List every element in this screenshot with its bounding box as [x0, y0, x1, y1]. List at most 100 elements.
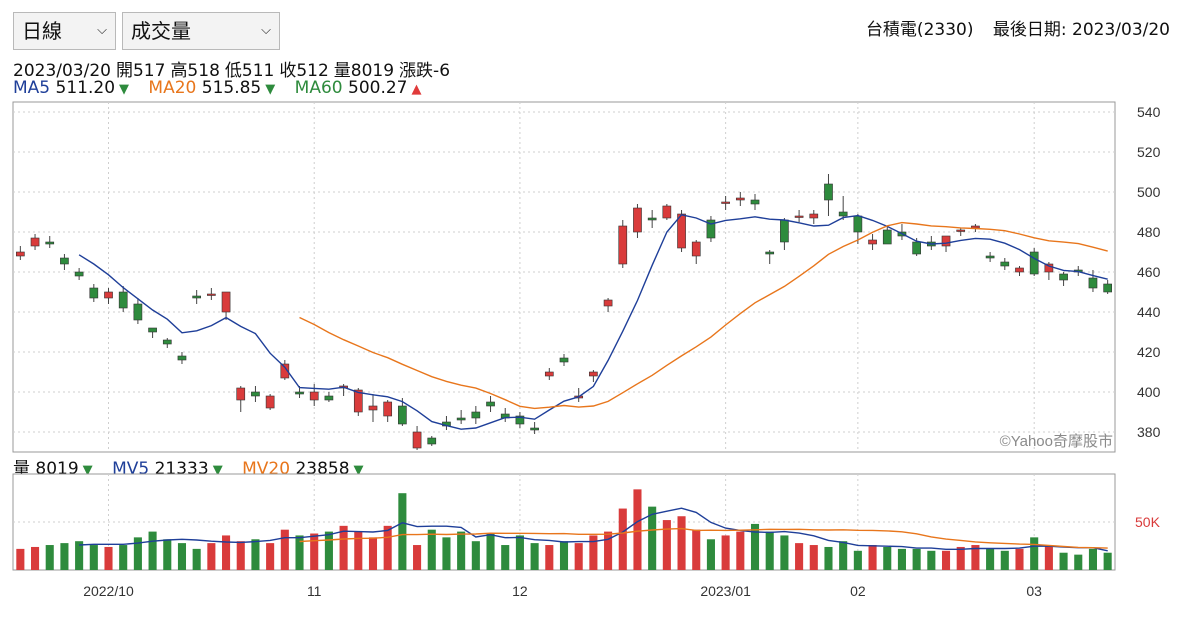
volume-bar[interactable]: [618, 508, 627, 570]
volume-bar[interactable]: [986, 548, 995, 570]
candle-body[interactable]: [148, 327, 157, 333]
candle-body[interactable]: [559, 357, 569, 363]
candle-body[interactable]: [251, 391, 260, 397]
candle-body[interactable]: [853, 215, 863, 233]
candle-body[interactable]: [427, 437, 437, 445]
volume-bar[interactable]: [780, 535, 789, 570]
candle-body[interactable]: [295, 391, 304, 395]
volume-bar[interactable]: [457, 531, 466, 570]
candle-body[interactable]: [353, 389, 363, 413]
volume-bar[interactable]: [559, 541, 569, 570]
candle-body[interactable]: [74, 271, 84, 277]
volume-bar[interactable]: [662, 520, 671, 570]
candle-body[interactable]: [486, 401, 495, 407]
volume-bar[interactable]: [398, 493, 407, 570]
candle-body[interactable]: [618, 225, 628, 265]
volume-bar[interactable]: [295, 535, 304, 570]
volume-bar[interactable]: [75, 541, 84, 570]
candle-body[interactable]: [1088, 277, 1098, 289]
candle-body[interactable]: [1000, 261, 1010, 267]
volume-bar[interactable]: [912, 548, 921, 570]
volume-bar[interactable]: [222, 535, 231, 570]
volume-bar[interactable]: [310, 533, 319, 570]
candle-body[interactable]: [530, 427, 539, 431]
volume-bar[interactable]: [45, 545, 54, 570]
volume-bar[interactable]: [648, 506, 657, 570]
candle-body[interactable]: [16, 251, 25, 257]
volume-bar[interactable]: [736, 531, 745, 570]
candle-body[interactable]: [30, 237, 40, 247]
candle-body[interactable]: [368, 405, 378, 411]
candle-body[interactable]: [838, 211, 848, 217]
candle-body[interactable]: [471, 411, 481, 419]
period-select[interactable]: 日線 ⌵: [13, 12, 116, 50]
volume-bar[interactable]: [280, 529, 289, 570]
volume-bar[interactable]: [413, 545, 422, 570]
volume-bar[interactable]: [809, 545, 818, 570]
volume-bar[interactable]: [883, 546, 892, 570]
volume-bar[interactable]: [927, 550, 936, 570]
volume-bar[interactable]: [251, 539, 260, 570]
volume-bar[interactable]: [148, 531, 157, 570]
volume-bar[interactable]: [1044, 545, 1053, 570]
volume-bar[interactable]: [207, 543, 216, 570]
volume-bar[interactable]: [971, 545, 980, 570]
candle-body[interactable]: [236, 387, 246, 401]
volume-bar[interactable]: [604, 531, 613, 570]
candle-body[interactable]: [515, 415, 525, 425]
volume-bar[interactable]: [1000, 550, 1009, 570]
candle-body[interactable]: [1029, 251, 1039, 275]
candle-body[interactable]: [383, 401, 393, 417]
volume-bar[interactable]: [471, 541, 480, 570]
volume-bar[interactable]: [839, 541, 848, 570]
volume-bar[interactable]: [177, 543, 187, 570]
volume-bar[interactable]: [868, 545, 877, 570]
candle-body[interactable]: [706, 219, 716, 239]
volume-bar[interactable]: [383, 525, 392, 570]
candle-body[interactable]: [309, 391, 319, 401]
candle-body[interactable]: [162, 339, 172, 345]
volume-bar[interactable]: [706, 539, 715, 570]
volume-bar[interactable]: [60, 543, 69, 570]
volume-bar[interactable]: [897, 548, 906, 570]
candle-body[interactable]: [221, 291, 231, 313]
candle-body[interactable]: [280, 363, 290, 379]
candle-body[interactable]: [177, 355, 187, 361]
candle-body[interactable]: [956, 229, 966, 232]
candle-body[interactable]: [912, 241, 921, 255]
candle-body[interactable]: [677, 213, 686, 249]
volume-bar[interactable]: [368, 537, 378, 570]
candle-body[interactable]: [118, 291, 128, 309]
volume-bar[interactable]: [339, 525, 348, 570]
candle-body[interactable]: [750, 199, 760, 205]
candle-body[interactable]: [412, 431, 422, 449]
volume-bar[interactable]: [442, 537, 451, 570]
candle-body[interactable]: [544, 371, 554, 377]
candle-body[interactable]: [265, 395, 275, 409]
volume-bar[interactable]: [236, 541, 245, 570]
volume-bar[interactable]: [941, 550, 951, 570]
volume-bar[interactable]: [324, 531, 333, 570]
volume-bar[interactable]: [574, 543, 583, 570]
candle-body[interactable]: [603, 299, 613, 307]
candle-body[interactable]: [633, 207, 642, 233]
candle-body[interactable]: [794, 215, 804, 218]
candle-body[interactable]: [45, 241, 55, 245]
volume-bar[interactable]: [1015, 548, 1024, 570]
candle-body[interactable]: [207, 293, 216, 296]
volume-bar[interactable]: [119, 545, 128, 570]
volume-bar[interactable]: [1103, 552, 1112, 570]
volume-bar[interactable]: [104, 546, 113, 570]
volume-bar[interactable]: [427, 529, 436, 570]
candle-body[interactable]: [1044, 263, 1054, 273]
candle-body[interactable]: [324, 395, 334, 401]
volume-bar[interactable]: [30, 546, 40, 570]
candle-body[interactable]: [824, 183, 833, 201]
volume-bar[interactable]: [1074, 554, 1083, 570]
volume-bar[interactable]: [354, 531, 363, 570]
volume-bar[interactable]: [633, 489, 642, 570]
candle-body[interactable]: [647, 217, 657, 221]
volume-bar[interactable]: [1059, 552, 1068, 570]
candle-body[interactable]: [662, 205, 672, 219]
candle-body[interactable]: [133, 303, 143, 321]
